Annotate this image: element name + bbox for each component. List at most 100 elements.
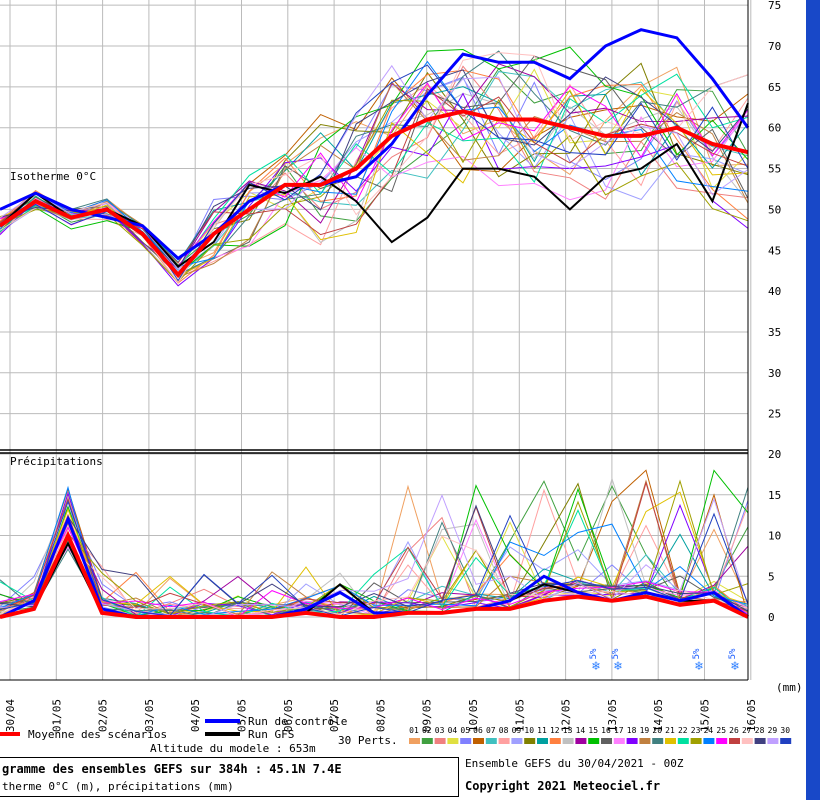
snowflake-icon: ❄ <box>730 659 739 674</box>
x-tick-label: 16/05 <box>745 699 758 732</box>
x-tick-label: 03/05 <box>143 699 156 732</box>
legend-pert-swatch <box>754 738 766 744</box>
snow-probability-label: 5% <box>589 648 599 659</box>
legend-pert-swatch <box>409 738 420 744</box>
legend-pert-number: 21 <box>665 726 675 735</box>
legend-pert-swatch <box>652 738 664 744</box>
legend-pert-number: 11 <box>537 726 547 735</box>
run-info-box: Ensemble GEFS du 30/04/2021 - 00Z Copyri… <box>462 757 710 795</box>
top-y-tick-label: 25 <box>768 408 781 421</box>
pert-line-bottom <box>0 535 749 617</box>
snowflake-icon: ❄ <box>591 659 600 674</box>
pert-line-top <box>0 92 749 287</box>
top-y-tick-label: 40 <box>768 285 781 298</box>
legend-pert-number: 09 <box>512 726 522 735</box>
x-tick-label: 30/04 <box>4 699 17 732</box>
legend-pert-number: 18 <box>627 726 637 735</box>
legend-pert-swatch <box>716 738 728 744</box>
precip-unit-label: (mm) <box>776 681 803 694</box>
pert-line-bottom <box>0 493 749 618</box>
legend-pert-swatch <box>562 738 574 744</box>
legend-pert-number: 16 <box>601 726 611 735</box>
x-tick-label: 05/05 <box>236 699 249 732</box>
bottom-y-tick-label: 0 <box>768 611 775 624</box>
top-y-tick-label: 65 <box>768 81 781 94</box>
legend-pert-number: 06 <box>473 726 483 735</box>
legend-pert-number: 29 <box>768 726 778 735</box>
legend-pert-swatch <box>767 738 779 744</box>
chart-subtitle: therme 0°C (m), précipitations (mm) <box>2 780 234 793</box>
pert-line-bottom <box>0 509 749 618</box>
x-tick-label: 09/05 <box>421 699 434 732</box>
top-y-tick-label: 60 <box>768 122 781 135</box>
legend-pert-swatch <box>421 738 433 744</box>
legend-pert-number: 20 <box>652 726 662 735</box>
legend-pert-swatch <box>665 738 676 744</box>
legend-pert-swatch <box>473 738 484 744</box>
legend-pert-swatch <box>524 738 536 744</box>
top-y-tick-label: 55 <box>768 163 781 176</box>
pert-line-top <box>0 55 749 276</box>
legend-pert-number: 28 <box>755 726 765 735</box>
legend-pert-number: 01 <box>409 726 419 735</box>
bottom-y-tick-label: 10 <box>768 530 781 543</box>
legend-pert-swatch <box>588 738 600 744</box>
x-tick-label: 08/05 <box>374 699 387 732</box>
legend-pert-swatch <box>537 738 548 744</box>
snowflake-icon: ❄ <box>613 659 622 674</box>
legend-pert-number: 02 <box>422 726 432 735</box>
legend-mean-label: Moyenne des scénarios <box>28 728 167 741</box>
x-tick-label: 01/05 <box>50 699 63 732</box>
pert-line-top <box>0 64 749 282</box>
legend-pert-swatch <box>741 738 753 744</box>
legend-pert-swatch <box>447 738 459 744</box>
legend-pert-number: 07 <box>486 726 496 735</box>
pert-line-top <box>0 81 749 278</box>
snow-probability-label: 5% <box>611 648 621 659</box>
x-tick-label: 02/05 <box>97 699 110 732</box>
legend-perts-label: 30 Perts. <box>338 734 398 747</box>
top-y-tick-label: 75 <box>768 0 781 12</box>
legend-pert-swatch <box>601 738 612 744</box>
x-tick-label: 07/05 <box>328 699 341 732</box>
legend-pert-number: 23 <box>691 726 701 735</box>
mean-line-top <box>0 109 749 278</box>
legend-pert-number: 22 <box>678 726 688 735</box>
legend-pert-swatch <box>460 738 472 744</box>
legend-pert-number: 12 <box>550 726 560 735</box>
legend-pert-swatch <box>549 738 561 744</box>
legend-pert-swatch <box>690 738 702 744</box>
legend-pert-swatch <box>613 738 625 744</box>
x-tick-label: 12/05 <box>560 699 573 732</box>
x-tick-label: 04/05 <box>189 699 202 732</box>
top-y-tick-label: 45 <box>768 244 781 257</box>
legend-pert-swatch <box>703 738 715 744</box>
x-tick-label: 06/05 <box>282 699 295 732</box>
legend-pert-number: 24 <box>704 726 714 735</box>
legend-pert-swatch <box>639 738 651 744</box>
snow-probability-label: 5% <box>692 648 702 659</box>
legend-pert-swatch <box>575 738 587 744</box>
x-tick-label: 15/05 <box>699 699 712 732</box>
legend-pert-number: 14 <box>576 726 586 735</box>
gfs-line-top <box>0 102 749 268</box>
x-tick-label: 14/05 <box>652 699 665 732</box>
legend-gfs-label: Run GFS <box>248 728 294 741</box>
top-y-tick-label: 30 <box>768 367 781 380</box>
legend-pert-number: 10 <box>524 726 534 735</box>
pert-line-top <box>0 63 749 270</box>
legend-pert-number: 27 <box>742 726 752 735</box>
snow-probability-label: 5% <box>728 648 738 659</box>
legend-pert-number: 13 <box>563 726 573 735</box>
run-info: Ensemble GEFS du 30/04/2021 - 00Z <box>465 757 684 770</box>
legend-pert-swatch <box>677 738 689 744</box>
pert-line-bottom <box>0 504 749 617</box>
copyright: Copyright 2021 Meteociel.fr <box>465 779 661 793</box>
legend-pert-swatch <box>780 738 792 744</box>
legend-pert-swatch <box>511 738 523 744</box>
legend-pert-number: 04 <box>448 726 458 735</box>
legend-pert-swatch <box>729 738 740 744</box>
legend-altitude: Altitude du modele : 653m <box>150 742 316 755</box>
legend-pert-number: 19 <box>640 726 650 735</box>
